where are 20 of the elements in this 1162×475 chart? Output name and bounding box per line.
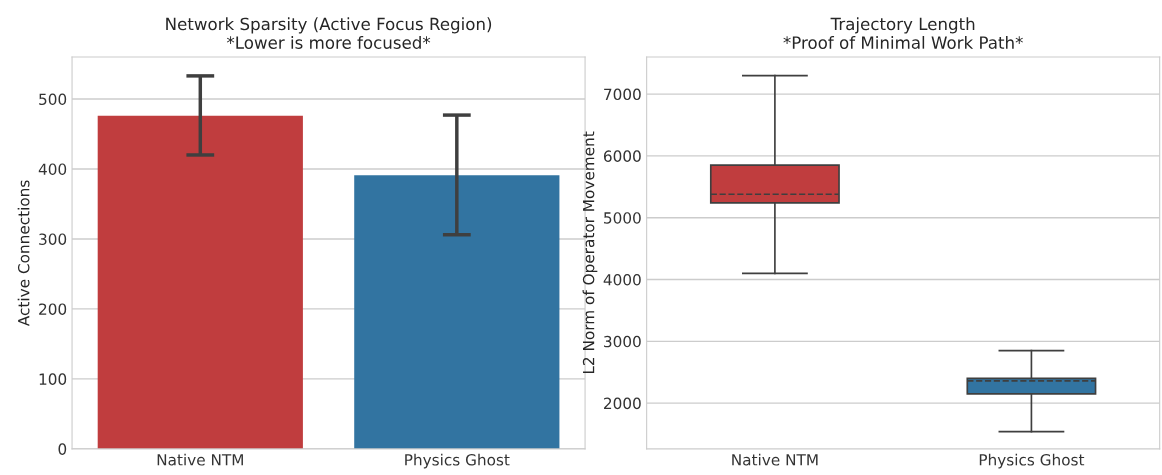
y-tick-label: 3000 [604,335,641,348]
y-tick-label: 400 [38,163,67,175]
y-tick-label: 300 [39,233,67,245]
chart-title: Trajectory Length *Proof of Minimal Work Path* [783,17,1023,49]
y-tick-label: 100 [39,373,67,385]
x-tick-label: Native NTM [732,453,818,466]
x-tick-label: Native NTM [157,453,243,466]
x-tick-label: Physics Ghost [979,453,1085,469]
y-tick-label: 4000 [603,273,641,286]
y-axis-title: L2 Norm of Operator Movement [582,131,598,374]
y-tick-label: 7000 [604,88,641,101]
y-tick-label: 2000 [604,397,641,410]
y-tick-label: 0 [58,443,67,455]
y-tick-label: 200 [39,303,67,315]
y-axis-title: Active Connections [17,180,30,327]
y-tick-label: 5000 [604,212,641,224]
x-tick-label: Physics Ghost [405,453,510,469]
y-tick-label: 500 [39,93,67,106]
y-tick-label: 6000 [603,150,641,162]
chart-title: Network Sparsity (Active Focus Region) *Lower is more focused* [166,17,492,49]
